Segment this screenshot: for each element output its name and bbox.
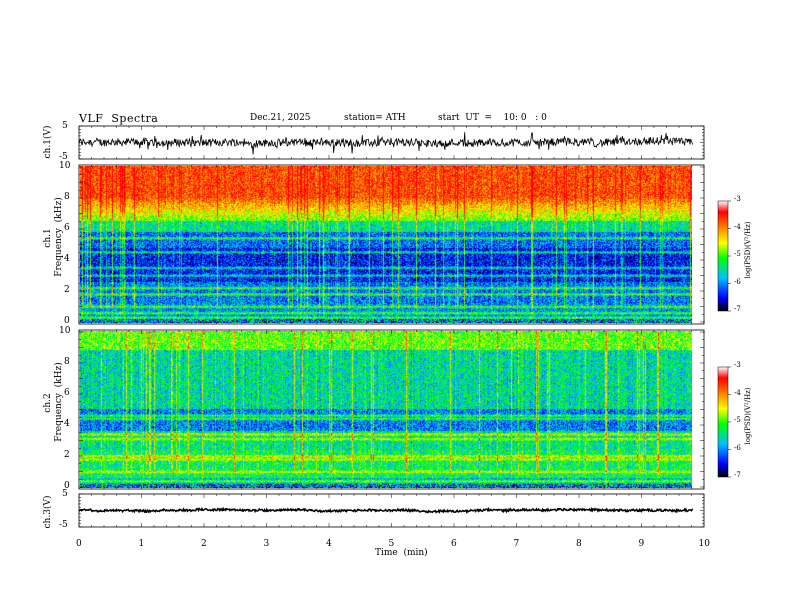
ch1-tick-label: 5 [62,121,68,131]
colorbar-tick-label: -6 [734,277,741,286]
colorbar-tick-label: -6 [734,443,741,452]
colorbar-tick-label: -7 [734,471,741,479]
x-tick-label: 8 [576,539,582,549]
x-tick-label: 9 [638,539,645,549]
x-tick-label: 10 [698,539,710,549]
spectrogram-ch1 [78,164,705,325]
spec2-tick-label: 10 [59,326,71,336]
ch3-tick-label: -5 [59,520,68,530]
x-tick-label: 3 [263,539,270,549]
ch1-waveform [78,131,694,155]
spec1-tick-label: 8 [64,192,70,202]
spec1-tick-label: 0 [64,316,70,326]
x-axis-label: Time (min) [375,548,428,558]
colorbar-2 [717,366,729,478]
spec2-tick-label: 6 [64,388,70,398]
colorbar-tick-label: -4 [734,222,741,231]
header-start-ut: start UT = 10: 0 : 0 [438,113,547,123]
header-station: station= ATH [344,113,406,123]
spec2-heatmap [80,331,692,488]
ch3-tick-label: 5 [62,489,68,499]
ch3-ylabel: ch.3(V) [43,495,53,529]
ch3-panel [78,493,705,528]
x-tick-label: 1 [138,539,145,549]
spectrogram-ch2 [78,329,705,490]
spec1-tick-label: 10 [59,161,71,171]
colorbar-tick-label: -7 [734,305,741,313]
colorbar-tick-label: -5 [734,416,741,424]
spec1-ylabel-frequency: Frequency (kHz) [54,197,64,277]
spec1-ylabel-channel: ch.1 [43,228,53,248]
ch3-waveform [78,506,694,515]
x-tick-label: 2 [201,539,207,549]
colorbar-tick-label: -3 [734,361,741,369]
spec2-ylabel-channel: ch.2 [43,393,53,413]
chart-title: VLF Spectra [79,112,159,125]
ch1-panel [78,125,705,160]
colorbar2-label: log(PSD)(V²/Hz) [744,387,752,445]
axis-ticks [78,125,731,528]
colorbar1-label: log(PSD)(V²/Hz) [744,221,752,279]
x-tick-label: 5 [388,539,395,549]
spec1-heatmap [80,166,692,323]
spec2-ylabel-frequency: Frequency (kHz) [54,362,64,442]
ch1-tick-label: -5 [59,152,68,162]
colorbar-tick-label: -4 [734,388,741,397]
x-tick-label: 6 [451,539,457,549]
colorbar-tick-label: -5 [734,250,741,258]
spec1-tick-label: 2 [64,285,70,295]
colorbar-tick-label: -3 [734,195,741,203]
spec2-tick-label: 2 [64,450,70,460]
x-tick-label: 7 [513,539,520,549]
header-date: Dec.21, 2025 [250,113,311,123]
x-tick-label: 4 [326,539,332,549]
spec1-tick-label: 4 [64,254,70,264]
ch1-ylabel: ch.1(V) [43,125,53,159]
spec1-tick-label: 6 [64,223,70,233]
spec2-tick-label: 0 [64,481,70,491]
spec2-tick-label: 8 [64,357,70,367]
colorbar-1 [717,200,729,312]
spec2-tick-label: 4 [64,419,70,429]
x-tick-label: 0 [76,539,82,549]
